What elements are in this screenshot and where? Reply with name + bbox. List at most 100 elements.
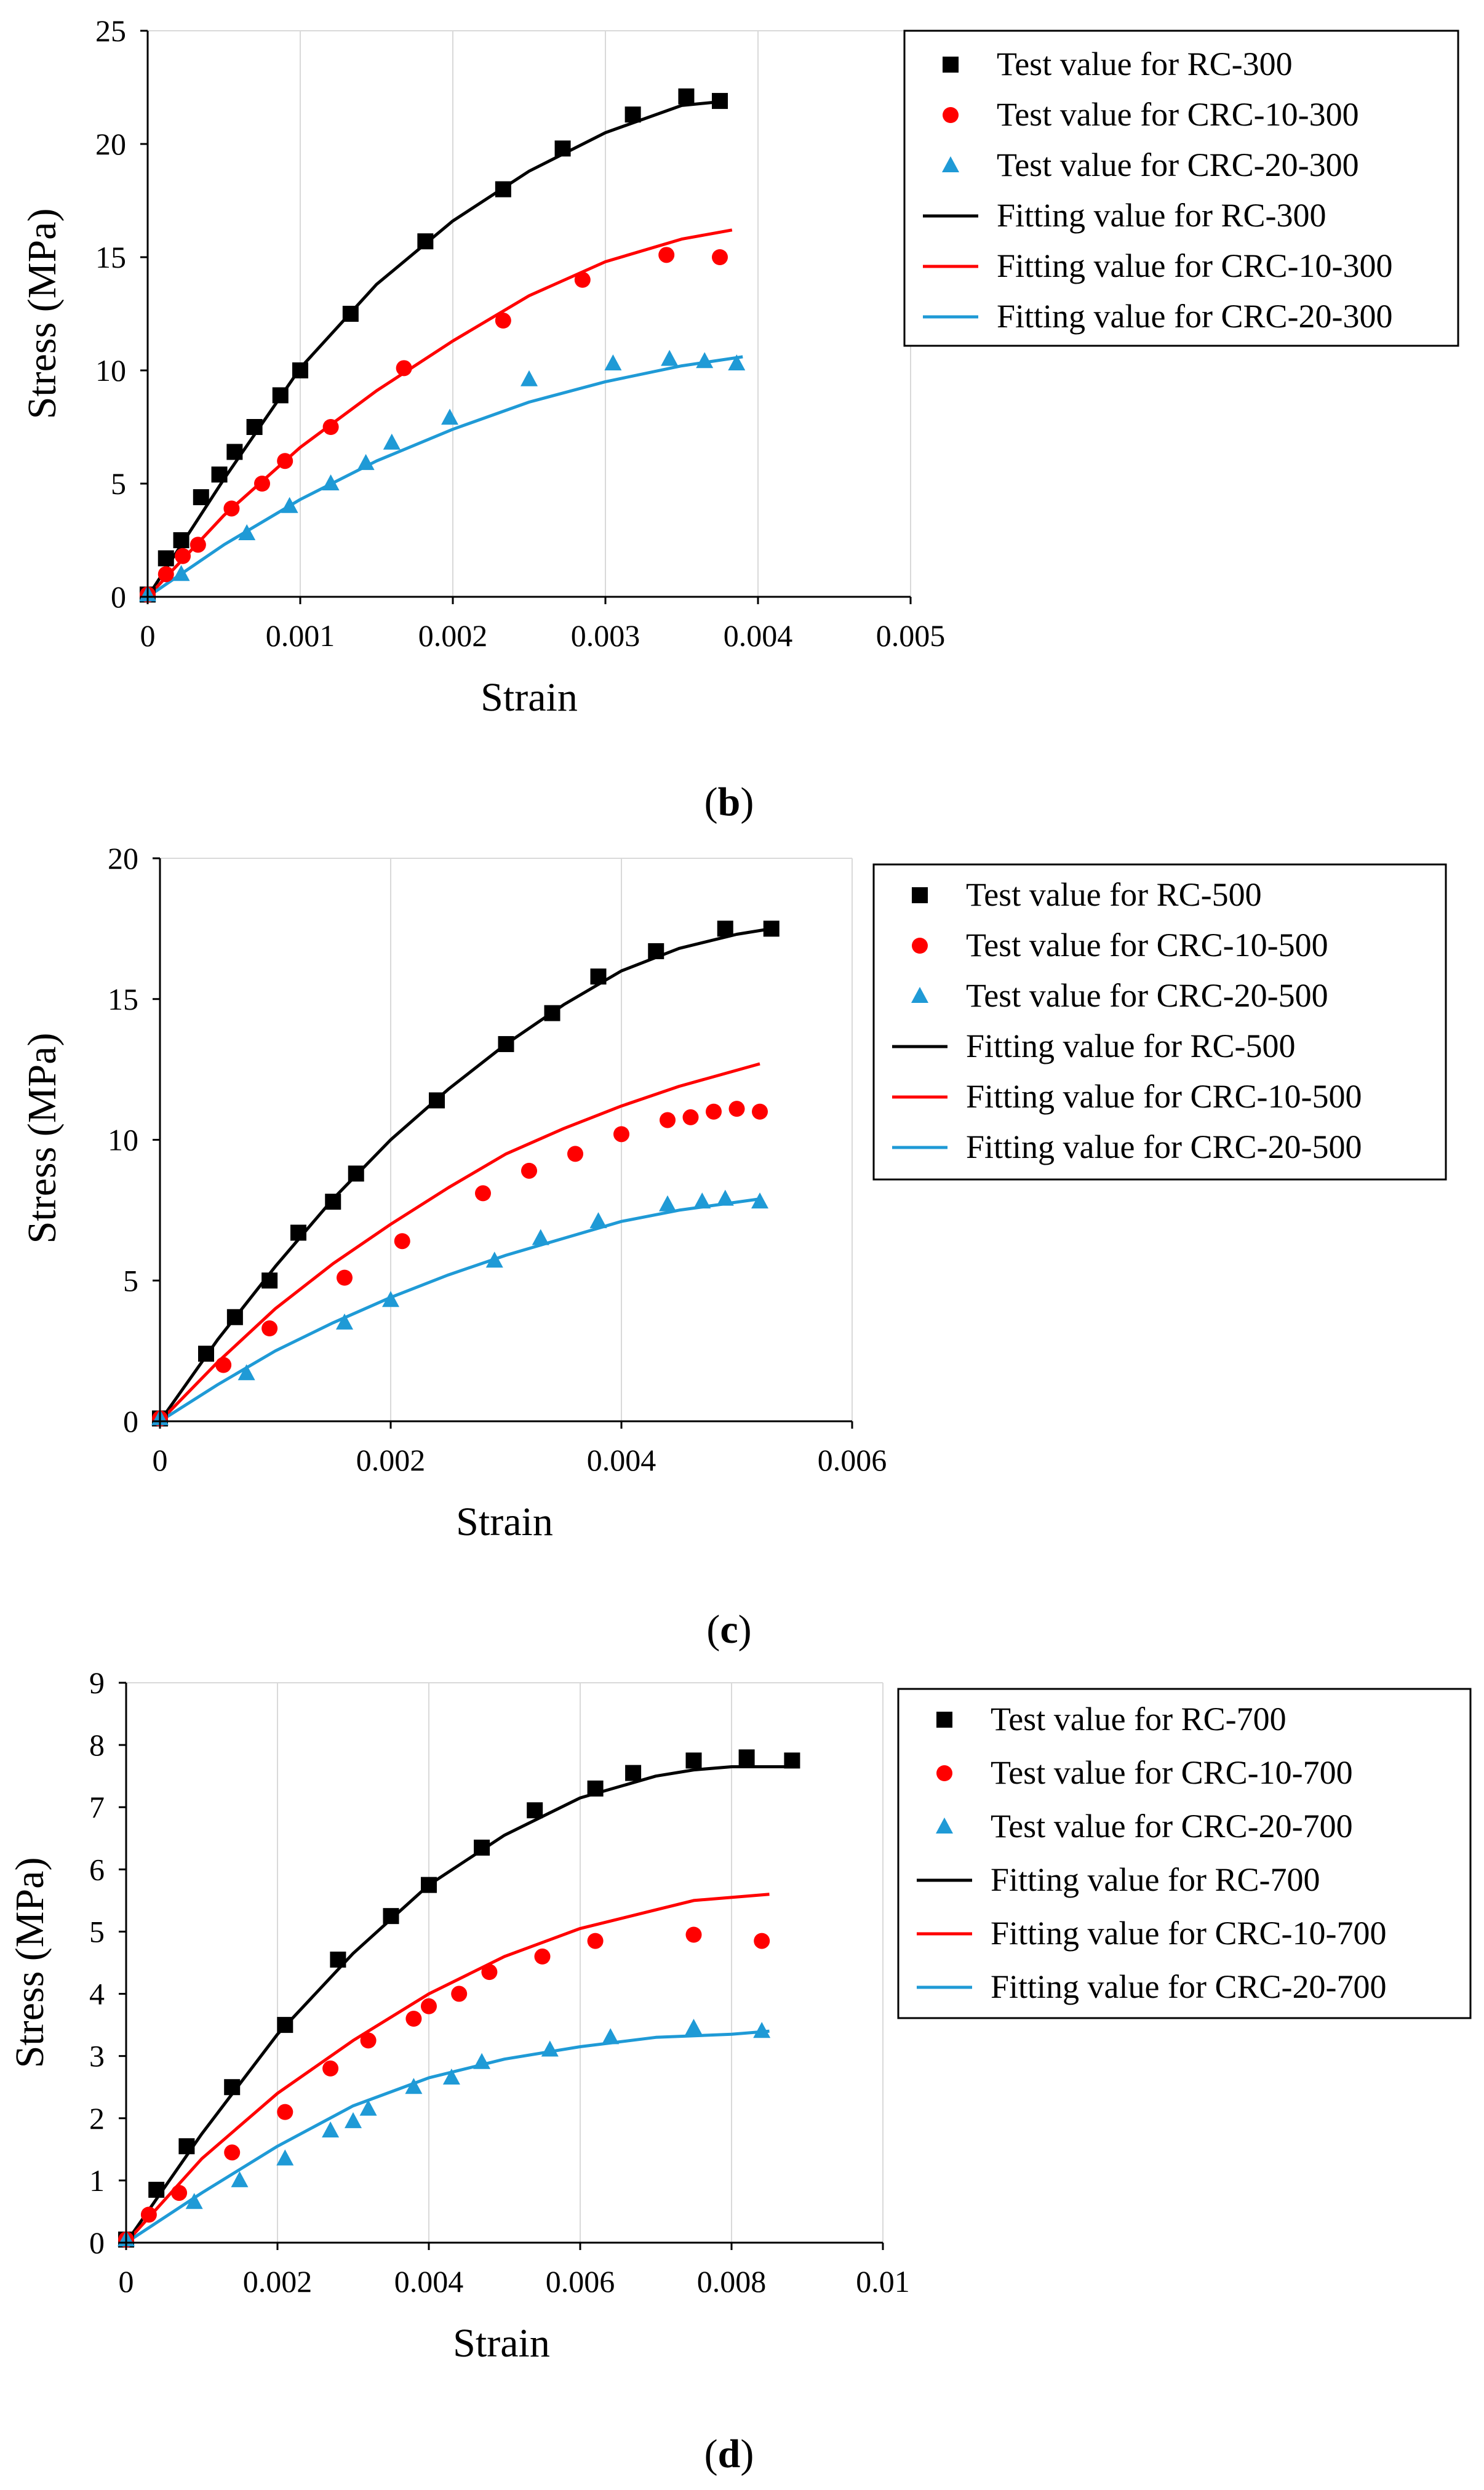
panel-d-legend-label-1: Test value for RC-700 (991, 1701, 1287, 1738)
panel-c-test-point-triangle (659, 1195, 676, 1211)
panel-b-test-point-square (712, 93, 728, 110)
panel-c-legend-label-5: Fitting value for CRC-10-500 (966, 1078, 1362, 1115)
panel-b-test-point-triangle (521, 370, 538, 386)
panel-b-legend-symbol-2 (943, 107, 959, 123)
panel-b-grid (148, 30, 911, 597)
panel-d-legend-symbol-1 (936, 1712, 952, 1728)
panel-c-test-point-triangle (532, 1229, 549, 1245)
panel-d-ticks: 0 0.002 0.004 0.006 0.008 0.01 0 1 2 3 4 5 6 7 8 9 (89, 1666, 910, 2299)
panel-b-legend-symbol-3 (942, 156, 959, 172)
panel-d-test-point-triangle (185, 2193, 203, 2209)
panel-d-series (118, 1749, 800, 2248)
panel-d-fit-line-3 (125, 2029, 770, 2245)
panel-c-test-point-circle (475, 1185, 491, 1202)
panel-d-y-tick-label: 0 (89, 2225, 105, 2260)
panel-d-test-point-square (421, 1877, 437, 1893)
panel-c-test-point-triangle (237, 1364, 255, 1381)
panel-b-test-point-circle (658, 247, 675, 263)
panel-c-test-point-square (590, 968, 607, 985)
panel-d-legend-label-6: Fitting value for CRC-20-700 (991, 1968, 1386, 2005)
panel-c-caption-letter: c (720, 1607, 738, 1652)
panel-b-x-tick-label: 0 (140, 618, 156, 653)
panel-d-test-point-circle (587, 1933, 604, 1949)
panel-b-y-tick-label: 0 (111, 580, 126, 614)
panel-b-test-point-square (495, 181, 511, 198)
panel-c-test-point-square (648, 943, 664, 959)
panel-d-caption-letter: d (718, 2432, 741, 2476)
panel-d-legend-label-3: Test value for CRC-20-700 (991, 1808, 1353, 1845)
panel-b-test-point-square (292, 362, 308, 378)
panel-b-legend-box (903, 30, 1459, 347)
panel-c-caption: (c) (706, 1607, 751, 1652)
panel-b-test-point-square (211, 466, 228, 483)
panel-b-y-tick-label: 15 (95, 240, 126, 274)
panel-b-test-point-triangle (696, 352, 714, 369)
panel-d-legend-entries: Test value for RC-700 Test value for CRC-… (917, 1701, 1386, 2005)
panel-b-test-point-square (173, 532, 189, 548)
panel-b-test-point-triangle (728, 354, 746, 370)
panel-d-legend-symbol-3 (936, 1818, 953, 1834)
panel-d-x-tick-label: 0.006 (546, 2264, 615, 2299)
panel-b-test-point-triangle (281, 497, 298, 513)
panel-c-test-point-square (498, 1036, 514, 1052)
panel-c-fit-line-3 (159, 1197, 760, 1423)
panel-d-legend-label-5: Fitting value for CRC-10-700 (991, 1915, 1386, 1952)
panel-b-legend-label-2: Test value for CRC-10-300 (997, 96, 1359, 133)
panel-c-test-point-square (429, 1092, 445, 1109)
panel-c-y-tick-label: 15 (108, 982, 138, 1016)
panel-b-test-point-square (342, 306, 359, 322)
panel-d-test-point-triangle (322, 2121, 340, 2137)
panel-b-test-point-triangle (604, 354, 622, 370)
panel-d-test-point-square (224, 2079, 241, 2096)
panel-d-test-point-circle (322, 2060, 339, 2077)
panel-b-test-point-square (417, 233, 434, 250)
panel-d-test-point-square (587, 1780, 604, 1797)
panel-c-test-point-circle (613, 1126, 629, 1143)
panel-c-legend-label-3: Test value for CRC-20-500 (966, 977, 1328, 1014)
panel-d-y-axis-label: Stress (MPa) (7, 1858, 52, 2069)
panel-c: 0 0.002 0.004 0.006 0 5 10 15 20 Strain Stress (… (20, 841, 1447, 1652)
panel-d-test-point-circle (405, 2011, 422, 2027)
panel-d-test-point-circle (360, 2032, 377, 2049)
panel-b-series (139, 88, 746, 603)
panel-d-test-point-triangle (473, 2053, 491, 2069)
panel-d-test-point-square (148, 2182, 165, 2198)
panel-b-x-tick-label: 0.004 (724, 618, 793, 653)
panel-b-test-point-triangle (172, 565, 190, 581)
panel-b-test-point-triangle (238, 524, 256, 540)
panel-d-test-point-circle (481, 1964, 498, 1981)
panel-d-test-point-square (474, 1839, 490, 1856)
panel-b-test-point-circle (223, 500, 240, 517)
panel-d-test-point-square (330, 1951, 346, 1968)
panel-d-test-point-triangle (442, 2069, 460, 2085)
panel-d-test-point-triangle (685, 2019, 703, 2035)
panel-b-caption: (b) (704, 780, 754, 824)
panel-d-test-point-triangle (753, 2022, 771, 2038)
panel-c-legend: Test value for RC-500 Test value for CRC-… (872, 863, 1447, 1181)
panel-b-legend-label-3: Test value for CRC-20-300 (997, 146, 1359, 183)
panel-c-test-point-circle (215, 1357, 232, 1373)
panel-b-legend-label-1: Test value for RC-300 (997, 46, 1293, 82)
panel-b-x-tick-label: 0.002 (418, 618, 488, 653)
panel-d-caption: (d) (704, 2432, 754, 2476)
panel-b-y-tick-label: 25 (95, 14, 126, 48)
panel-d-test-point-square (685, 1752, 702, 1769)
panel-c-test-point-square (261, 1272, 278, 1289)
panel-b: 0 0.001 0.002 0.003 0.004 0.005 0 5 10 15 20 25 Str… (20, 14, 1459, 824)
panel-d-x-tick-label: 0.002 (243, 2264, 313, 2299)
panel-b-test-point-triangle (383, 433, 401, 450)
panel-c-y-tick-label: 10 (108, 1123, 138, 1157)
panel-c-fit-line-1 (158, 927, 772, 1423)
panel-d-test-point-square (527, 1802, 543, 1819)
panel-d-y-tick-label: 3 (89, 2039, 105, 2073)
panel-b-test-point-triangle (322, 474, 340, 490)
panel-d-x-tick-label: 0.004 (394, 2264, 464, 2299)
panel-d-y-tick-label: 1 (89, 2163, 105, 2198)
panel-b-fit-line-2 (146, 228, 733, 598)
panel-d-y-tick-label: 5 (89, 1914, 105, 1949)
panel-d-test-point-circle (171, 2185, 188, 2201)
panel-d-test-point-square (784, 1752, 800, 1769)
panel-c-legend-label-2: Test value for CRC-10-500 (966, 927, 1328, 964)
panel-c-test-point-triangle (716, 1189, 734, 1206)
